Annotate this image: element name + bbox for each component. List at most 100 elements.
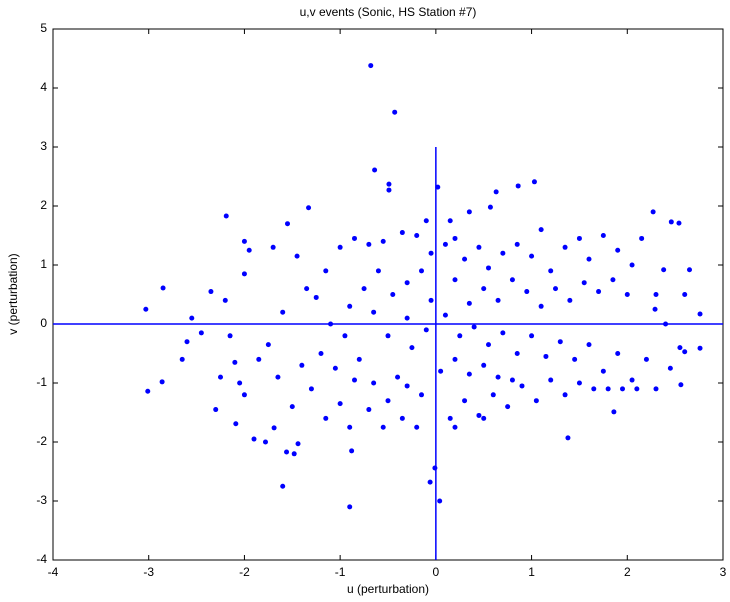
point: [687, 267, 692, 273]
point: [576, 235, 582, 241]
y-tick-label: -3: [36, 493, 47, 507]
point: [663, 321, 669, 327]
y-tick-label: 0: [40, 316, 47, 330]
point: [581, 280, 587, 286]
point: [452, 277, 458, 283]
point: [299, 362, 305, 368]
point: [143, 306, 149, 312]
point: [466, 209, 472, 215]
point: [697, 345, 703, 351]
point: [332, 365, 338, 371]
point: [432, 465, 438, 471]
point: [342, 333, 348, 339]
point: [419, 268, 424, 274]
point: [337, 244, 343, 250]
point: [538, 227, 544, 233]
point: [306, 205, 312, 211]
point: [682, 349, 688, 355]
point: [246, 247, 252, 253]
point: [265, 342, 271, 348]
point: [352, 235, 357, 241]
point: [414, 233, 420, 238]
point: [653, 386, 659, 392]
point: [610, 277, 616, 283]
plot-frame: [52, 28, 724, 561]
point: [650, 209, 656, 215]
point: [462, 256, 468, 262]
point: [372, 167, 378, 173]
point: [318, 351, 324, 356]
point: [280, 309, 286, 315]
point: [179, 356, 185, 362]
y-tick-label: -1: [36, 375, 47, 389]
y-tick-label: -4: [36, 552, 47, 566]
point: [624, 292, 630, 297]
point: [653, 292, 659, 297]
point: [567, 297, 573, 303]
point: [404, 315, 410, 321]
point: [486, 342, 491, 348]
x-tick-label: -3: [143, 565, 154, 579]
point: [634, 386, 640, 392]
point: [145, 388, 151, 394]
point: [352, 377, 357, 383]
point: [241, 238, 247, 244]
point: [442, 312, 448, 318]
point: [399, 230, 405, 236]
point: [289, 404, 295, 410]
point: [565, 435, 571, 441]
point: [323, 268, 329, 274]
point: [386, 187, 392, 193]
point: [271, 425, 277, 431]
point: [356, 356, 362, 362]
point: [337, 401, 343, 407]
point: [562, 244, 568, 250]
point: [213, 407, 219, 413]
point: [553, 286, 558, 292]
x-tick-label: -4: [48, 565, 59, 579]
point: [557, 339, 563, 345]
point: [349, 448, 355, 454]
point: [476, 412, 482, 418]
x-tick-label: 0: [433, 565, 440, 579]
x-tick-label: 3: [720, 565, 727, 579]
point: [241, 271, 247, 277]
point: [395, 374, 401, 380]
point: [218, 374, 223, 380]
point: [437, 498, 443, 504]
point: [514, 241, 520, 247]
x-axis-label: u (perturbation): [347, 582, 429, 596]
x-tick-label: -2: [239, 565, 250, 579]
point: [280, 483, 286, 489]
point: [457, 333, 463, 339]
point: [308, 386, 314, 392]
point: [676, 220, 682, 226]
point: [487, 204, 493, 210]
point: [347, 303, 353, 309]
point: [548, 377, 554, 383]
point: [256, 356, 262, 362]
point: [366, 241, 372, 247]
point: [652, 306, 658, 312]
x-tick-label: 1: [528, 565, 535, 579]
point: [347, 504, 353, 510]
point: [576, 380, 582, 386]
point: [591, 386, 597, 392]
point: [222, 297, 228, 303]
point: [481, 415, 487, 421]
chart-title: u,v events (Sonic, HS Station #7): [300, 5, 477, 19]
point: [368, 63, 374, 69]
point: [159, 379, 165, 385]
point: [380, 424, 386, 430]
point: [404, 280, 410, 286]
point: [495, 374, 501, 380]
point: [572, 356, 578, 362]
point: [500, 250, 506, 256]
point: [435, 184, 441, 190]
point: [313, 294, 319, 300]
point: [323, 415, 329, 421]
point: [493, 189, 499, 195]
point: [275, 374, 281, 380]
